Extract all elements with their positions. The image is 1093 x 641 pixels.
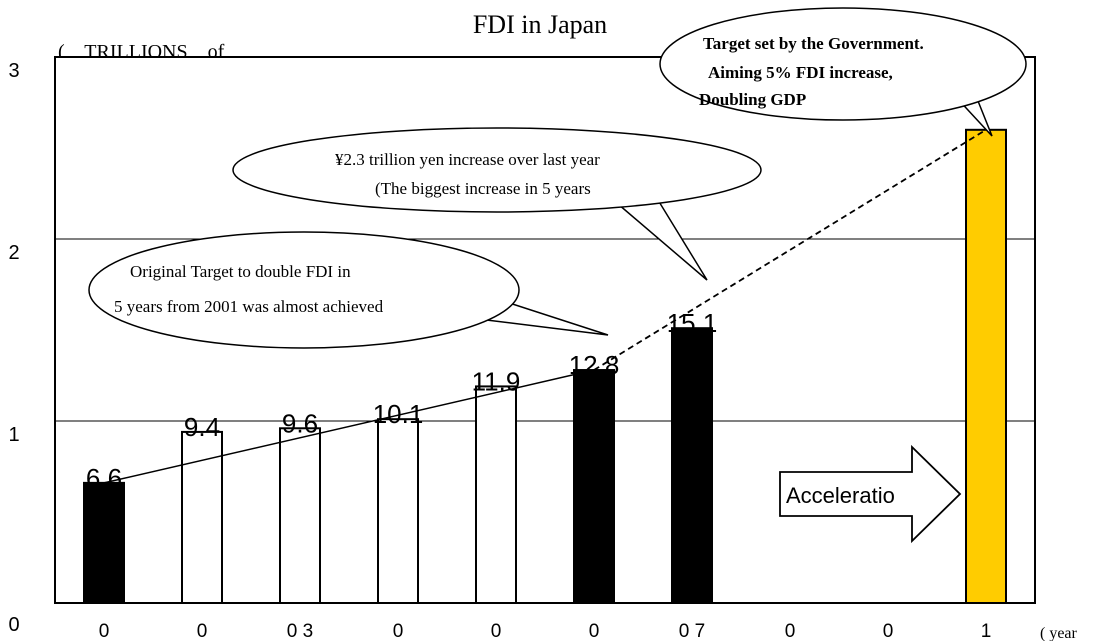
data-label: 12.8 bbox=[569, 350, 620, 380]
arrow-shape bbox=[779, 444, 962, 544]
bar bbox=[83, 481, 125, 605]
callout-government-target: Target set by the Government. Aiming 5% … bbox=[659, 7, 1027, 137]
callout-bubble bbox=[88, 231, 520, 349]
data-label: 11.9 bbox=[472, 366, 521, 396]
trend-line-target bbox=[593, 129, 987, 371]
trend-line-actual bbox=[103, 369, 595, 484]
callout-line: (The biggest increase in 5 years bbox=[375, 179, 591, 198]
callout-line: ¥2.3 trillion yen increase over last yea… bbox=[335, 150, 600, 169]
bar bbox=[573, 369, 615, 605]
x-tick-label: 0 bbox=[393, 621, 404, 641]
data-label: 6.6 bbox=[86, 463, 122, 493]
y-ticks: 0 1 2 3 bbox=[8, 60, 19, 636]
x-axis-label: ( year bbox=[1040, 625, 1078, 641]
callout-original-target: Original Target to double FDI in 5 years… bbox=[88, 231, 609, 349]
data-label: 10.1 bbox=[373, 399, 424, 429]
acceleration-arrow: Acceleratio bbox=[779, 444, 962, 544]
x-tick-label: 0 7 bbox=[679, 621, 705, 641]
x-tick-label: 0 bbox=[197, 621, 208, 641]
data-label: 15.1 bbox=[667, 308, 718, 338]
x-tick-label: 0 bbox=[785, 621, 796, 641]
callout-line: Original Target to double FDI in bbox=[130, 262, 351, 281]
bar bbox=[475, 385, 517, 605]
callout-line: Aiming 5% FDI increase, bbox=[708, 63, 893, 82]
trend-lines bbox=[103, 129, 987, 484]
x-tick-label: 0 bbox=[589, 621, 600, 641]
y-tick-label: 1 bbox=[8, 424, 19, 446]
callout-bubble bbox=[659, 7, 1027, 121]
y-tick-label: 3 bbox=[8, 60, 19, 82]
callout-increase: ¥2.3 trillion yen increase over last yea… bbox=[232, 127, 762, 281]
x-tick-label: 0 bbox=[491, 621, 502, 641]
y-tick-label: 2 bbox=[8, 242, 19, 264]
x-tick-label: 0 bbox=[99, 621, 110, 641]
bar bbox=[671, 327, 713, 604]
callout-bubble bbox=[232, 127, 762, 213]
arrow-label: Acceleratio bbox=[786, 483, 895, 508]
callout-line: 5 years from 2001 was almost achieved bbox=[114, 297, 384, 316]
y-tick-label: 0 bbox=[8, 614, 19, 636]
callout-line: Doubling GDP bbox=[699, 90, 806, 109]
callout-line: Target set by the Government. bbox=[703, 34, 924, 53]
bar bbox=[377, 418, 419, 604]
x-tick-label: 0 bbox=[883, 621, 894, 641]
x-tick-label: 1 bbox=[981, 621, 992, 641]
x-ticks: 0 0 0 3 0 0 0 0 7 0 0 1 bbox=[99, 621, 992, 641]
data-label: 9.4 bbox=[184, 412, 220, 442]
value-labels: 6.6 9.4 9.6 10.1 11.9 12.8 15.1 bbox=[86, 308, 717, 493]
bar bbox=[965, 128, 1007, 605]
data-label: 9.6 bbox=[282, 408, 318, 438]
chart-title: FDI in Japan bbox=[473, 10, 607, 39]
bar bbox=[279, 427, 321, 604]
x-tick-label: 0 3 bbox=[287, 621, 313, 641]
